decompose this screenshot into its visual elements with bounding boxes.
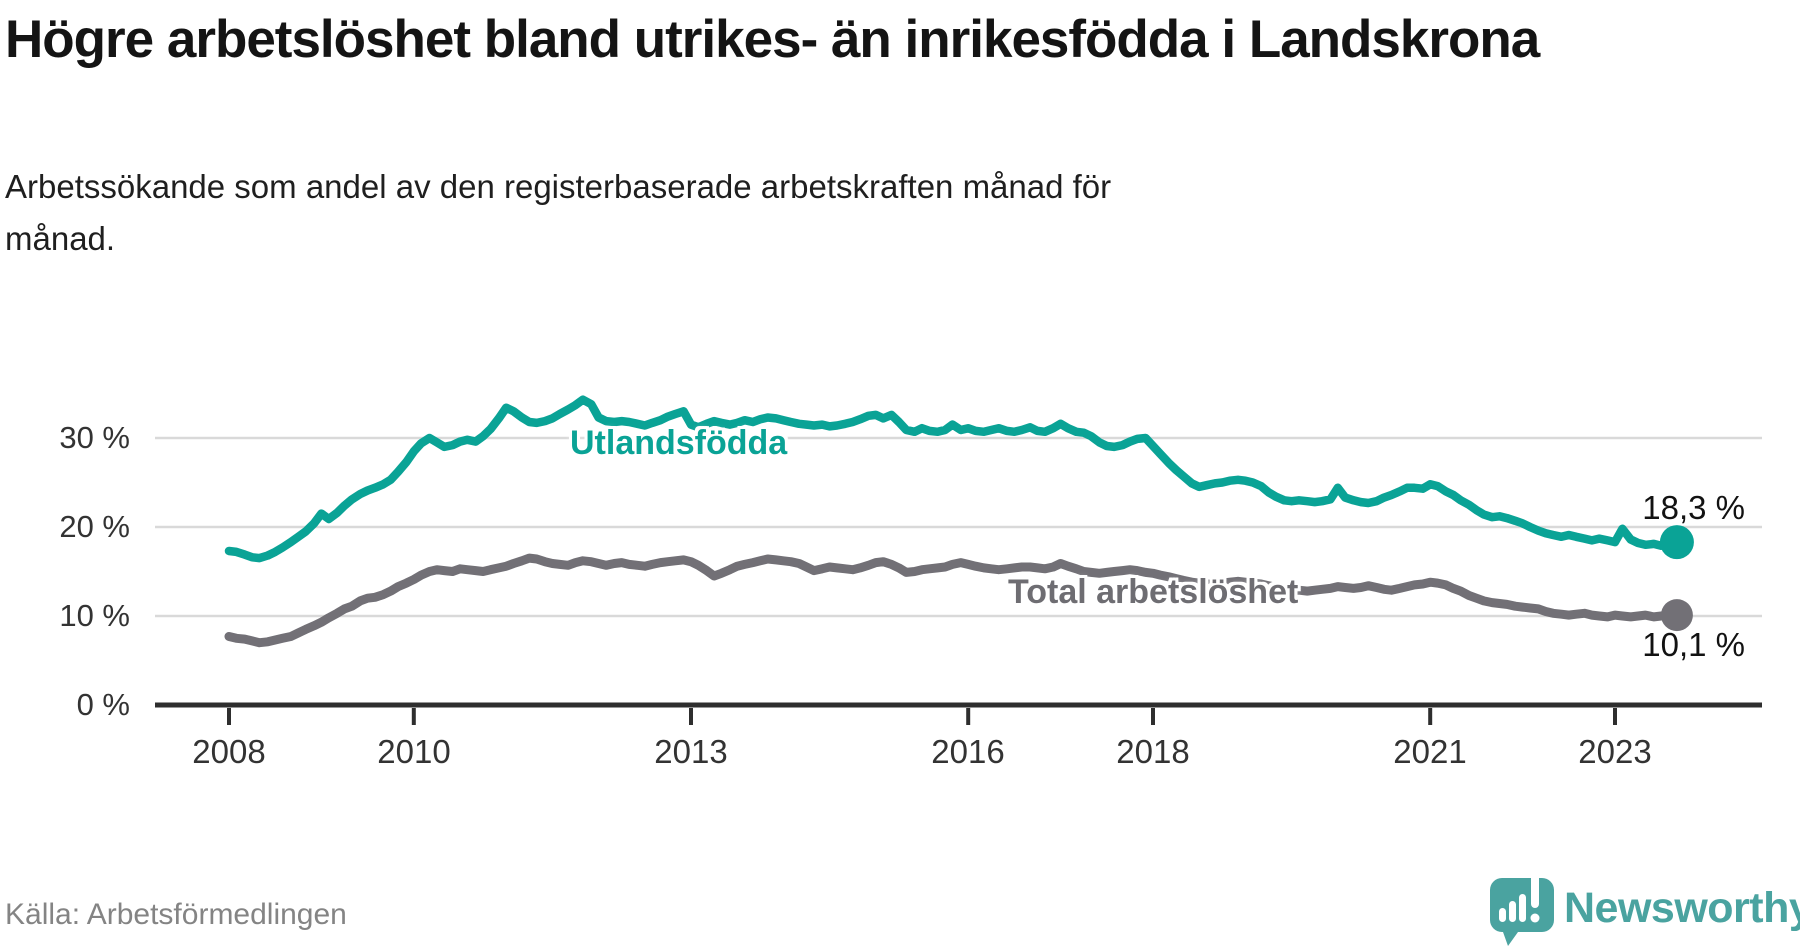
y-tick-label-20: 20 % [59,509,130,544]
series-line-1 [224,553,1682,648]
newsworthy-logo: Newsworthy [1486,874,1800,948]
subtitle-line-2: månad. [5,220,116,257]
y-tick-label-0: 0 % [76,687,130,722]
y-tick-label-10: 10 % [59,598,130,633]
x-tick-label-2018: 2018 [1116,733,1190,770]
y-tick-label-30: 30 % [59,420,130,455]
end-value-label-utlandsfodda: 18,3 % [1642,489,1745,526]
x-tick-label-2021: 2021 [1393,733,1467,770]
series-label-total-arbetsloshet: Total arbetslöshet [1008,573,1299,611]
series-line-0 [224,395,1682,563]
subtitle-line-1: Arbetssökande som andel av den registerb… [5,168,1112,205]
end-value-label-total: 10,1 % [1642,626,1745,663]
series-end-dot-1 [1660,599,1693,632]
series-end-dot-0 [1659,525,1694,560]
series-label-utlandsfodda: Utlandsfödda [570,424,788,462]
source-note: Källa: Arbetsförmedlingen [5,898,347,931]
page-title: Högre arbetslöshet bland utrikes- än inr… [5,10,1540,69]
newsworthy-logo-icon [1490,874,1554,946]
x-tick-label-2013: 2013 [654,733,728,770]
x-tick-label-2016: 2016 [931,733,1005,770]
x-tick-label-2023: 2023 [1578,733,1652,770]
newsworthy-logo-text: Newsworthy [1564,884,1800,932]
x-tick-label-2010: 2010 [377,733,451,770]
x-tick-label-2008: 2008 [192,733,266,770]
